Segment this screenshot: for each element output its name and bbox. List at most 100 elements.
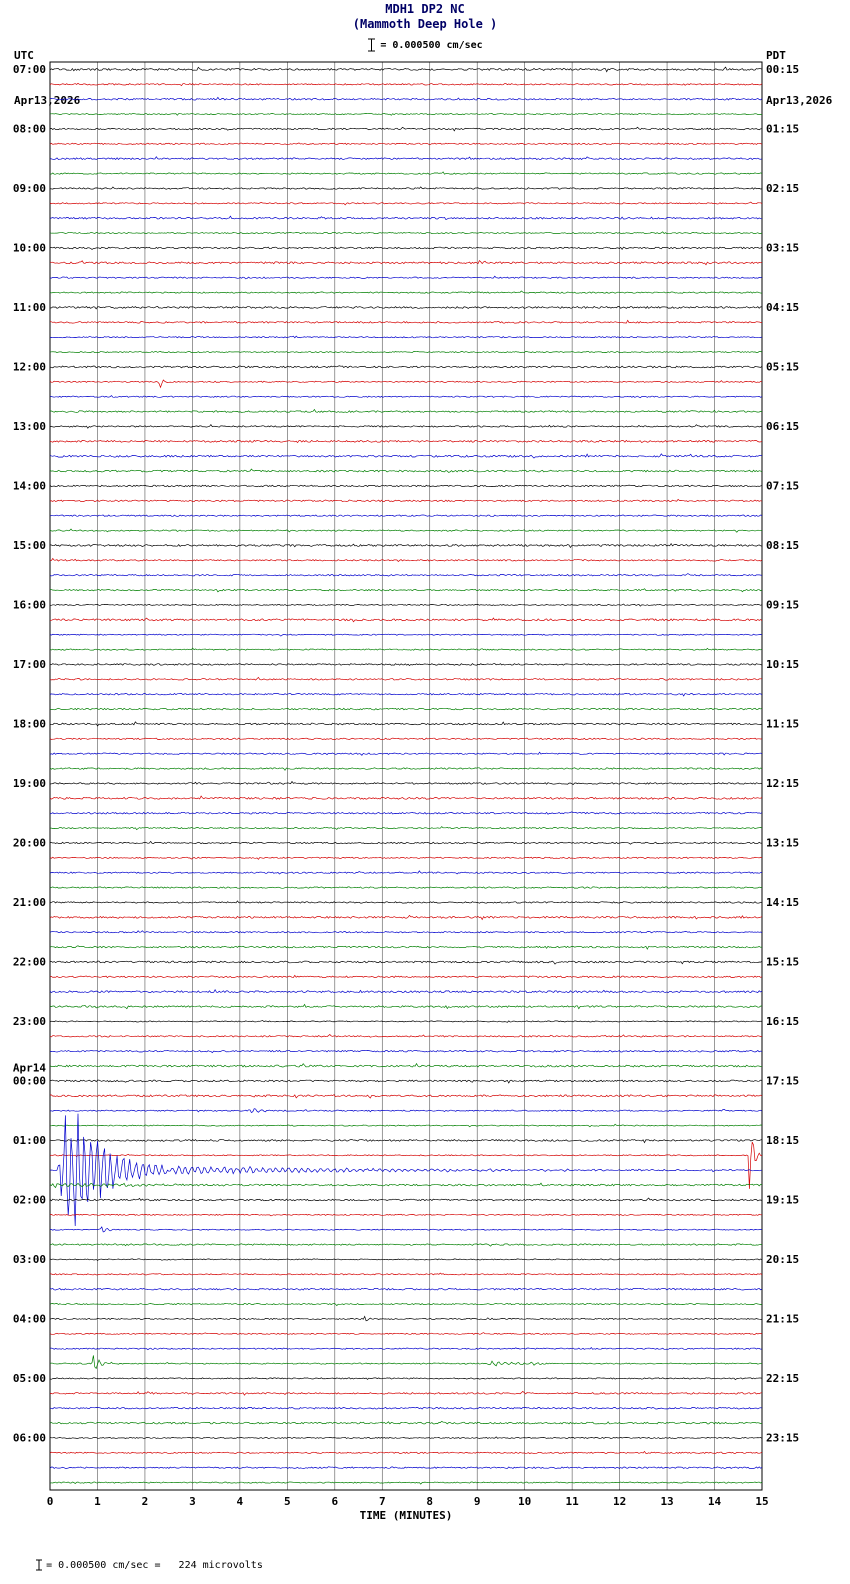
footer-note: = 0.000500 cm/sec = 224 microvolts [8,1548,263,1582]
pdt-hour-label: 17:15 [766,1074,799,1087]
pdt-hour-label: 22:15 [766,1372,799,1385]
station-title: MDH1 DP2 NC [385,2,465,16]
utc-hour-label: 18:00 [13,717,46,730]
x-tick-label: 3 [189,1495,196,1508]
seismogram-trace-row-9 [49,201,763,206]
seismogram-trace-row-47 [49,767,763,771]
seismogram-trace-row-43 [49,707,763,711]
utc-hour-label: 08:00 [13,122,46,135]
pdt-hour-label: 23:15 [766,1431,799,1444]
x-tick-label: 12 [613,1495,626,1508]
pdt-hour-label: 06:15 [766,420,799,433]
utc-hour-label: 03:00 [13,1253,46,1266]
seismogram-trace-row-44 [49,721,763,727]
seismogram-trace-row-57 [49,914,763,921]
seismogram-trace-row-19 [49,351,763,354]
seismogram-trace-row-7 [49,171,763,175]
seismogram-trace-row-64 [49,1020,763,1023]
pdt-hour-label: 02:15 [766,182,799,195]
seismogram-trace-row-33 [49,557,763,562]
pdt-hour-label: 15:15 [766,955,799,968]
pdt-hour-label: 04:15 [766,301,799,314]
seismogram-trace-row-0 [49,66,763,73]
utc-date: Apr13,2026 [14,94,81,107]
pdt-hour-label: 05:15 [766,360,799,373]
x-tick-label: 14 [708,1495,722,1508]
x-tick-label: 8 [426,1495,433,1508]
utc-hour-label: 12:00 [13,360,46,373]
seismogram-trace-row-56 [49,900,763,904]
footer-scale-text: = 0.000500 cm/sec = [46,1560,161,1571]
x-tick-label: 4 [237,1495,244,1508]
plot-border [49,61,763,1491]
seismogram-trace-row-35 [49,588,763,593]
pdt-header: PDT Apr13,2026 [766,18,832,138]
seismogram-trace-row-50 [49,811,763,815]
seismogram-trace-row-41 [49,676,762,681]
seismogram-trace-row-17 [49,319,762,324]
seismogram-trace-row-88 [49,1377,763,1381]
seismogram-trace-row-3 [49,113,763,116]
seismogram-trace-row-4 [49,126,762,132]
seismogram-trace-row-86 [49,1346,763,1351]
seismogram-trace-row-80 [49,1258,763,1261]
x-tick-label: 13 [660,1495,673,1508]
seismogram-trace-row-31 [49,528,763,533]
pdt-hour-label: 18:15 [766,1134,799,1147]
pdt-hour-label: 21:15 [766,1312,799,1325]
pdt-hour-label: 08:15 [766,539,799,552]
utc-hour-label: 00:00 [13,1074,46,1087]
seismogram-trace-row-48 [49,780,763,785]
utc-hour-label: 15:00 [13,539,46,552]
seismogram-trace-row-71 [50,1123,763,1128]
utc-hour-label: 10:00 [13,241,46,254]
date-rollover-label: Apr14 [13,1061,46,1074]
x-tick-label: 15 [755,1495,768,1508]
seismogram-trace-row-15 [49,290,763,294]
seismogram-trace-row-79 [49,1243,763,1247]
seismogram-trace-row-37 [49,617,763,623]
seismogram-trace-row-68 [50,1079,763,1084]
scale-legend: = 0.000500 cm/sec [15,38,835,52]
seismogram-trace-row-61 [49,974,763,979]
scale-label: = 0.000500 cm/sec [380,40,483,51]
seismogram-trace-row-40 [49,663,763,666]
seismogram-trace-row-92 [49,1436,763,1439]
utc-hour-label: 16:00 [13,598,46,611]
pdt-hour-label: 19:15 [766,1193,799,1206]
seismogram-trace-row-12 [49,246,763,251]
seismogram-trace-row-60 [49,960,763,965]
seismogram-trace-row-22 [49,395,763,399]
seismogram-trace-row-42 [49,693,763,697]
seismogram-trace-row-69 [49,1094,763,1099]
seismogram-trace-row-72 [49,1139,763,1144]
seismogram-trace-row-21 [49,379,763,389]
seismogram-trace-row-29 [49,498,763,503]
pdt-date: Apr13,2026 [766,94,833,107]
seismogram-trace-row-95 [49,1481,763,1485]
x-tick-label: 10 [518,1495,531,1508]
seismogram-trace-row-32 [49,542,763,549]
seismogram-trace-row-49 [49,795,763,800]
pdt-hour-label: 03:15 [766,241,799,254]
pdt-hour-label: 01:15 [766,122,799,135]
x-tick-label: 11 [566,1495,580,1508]
seismogram-trace-row-52 [49,840,763,845]
seismogram-trace-row-11 [49,231,763,235]
seismogram-trace-row-89 [49,1390,763,1396]
seismogram-trace-row-94 [49,1466,763,1469]
seismogram-trace-row-53 [49,856,763,860]
seismogram-trace-row-14 [49,275,763,280]
seismogram-trace-row-20 [49,365,763,369]
x-tick-label: 7 [379,1495,386,1508]
seismogram-trace-row-82 [49,1287,763,1291]
utc-hour-label: 07:00 [13,63,46,76]
pdt-label: PDT [766,49,786,62]
pdt-hour-label: 10:15 [766,658,799,671]
utc-hour-label: 01:00 [13,1134,46,1147]
pdt-hour-label: 16:15 [766,1015,799,1028]
seismogram-trace-row-87 [49,1355,762,1370]
seismogram-trace-row-93 [49,1450,763,1455]
